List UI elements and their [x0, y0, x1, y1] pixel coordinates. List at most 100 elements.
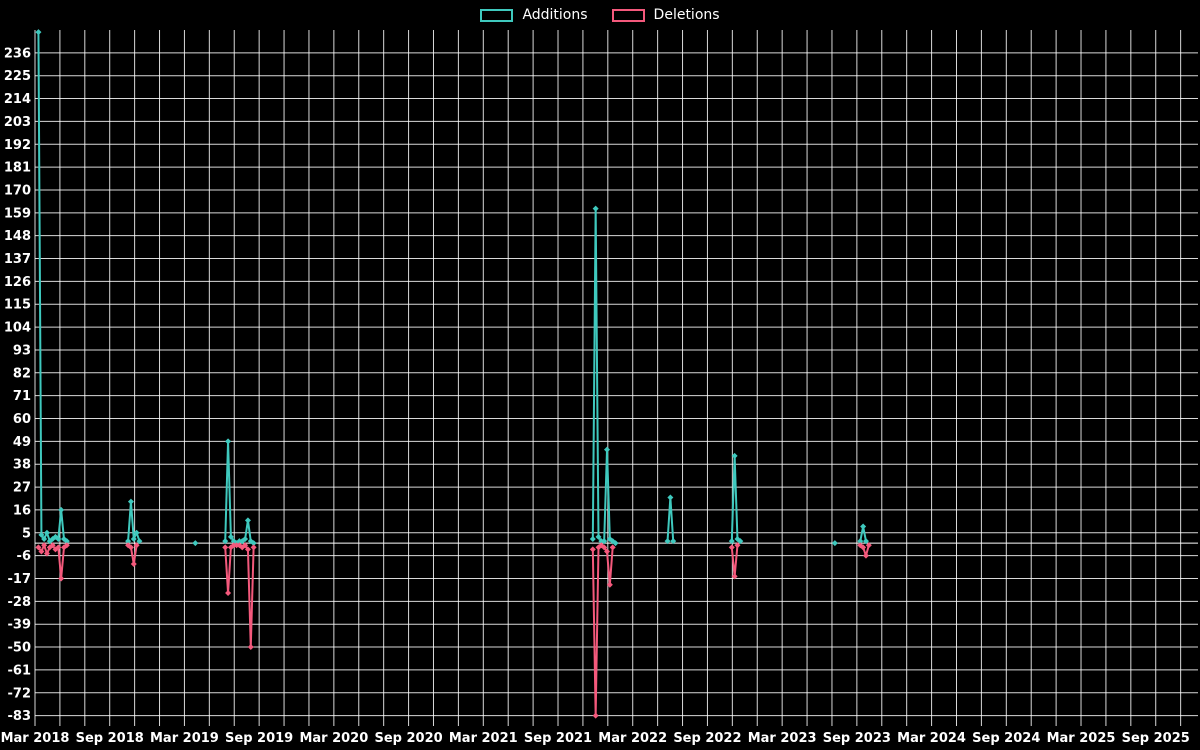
- y-tick-label: -50: [8, 641, 32, 656]
- additions-line: [730, 454, 741, 542]
- additions-marker: [60, 536, 67, 543]
- deletions-marker: [865, 542, 872, 549]
- y-tick-label: 49: [13, 435, 31, 450]
- chart-legend: Additions Deletions: [0, 7, 1200, 23]
- deletions-marker: [244, 546, 251, 553]
- additions-marker: [589, 536, 596, 543]
- additions-marker: [604, 446, 611, 453]
- y-tick-label: 159: [4, 206, 31, 221]
- x-tick-label: Sep 2018: [76, 731, 144, 746]
- additions-marker: [225, 438, 232, 445]
- additions-marker: [664, 538, 671, 545]
- deletions-marker: [55, 544, 62, 551]
- deletions-marker: [250, 544, 257, 551]
- additions-swatch-icon: [480, 8, 514, 22]
- additions-marker: [250, 540, 257, 547]
- y-tick-label: 203: [4, 115, 31, 130]
- x-tick-label: Mar 2022: [598, 731, 667, 746]
- legend-label-deletions: Deletions: [653, 7, 720, 23]
- additions-marker: [857, 538, 864, 545]
- additions-line: [224, 440, 255, 545]
- additions-marker: [601, 538, 608, 545]
- y-tick-label: 137: [4, 252, 31, 267]
- additions-marker: [737, 538, 744, 545]
- y-tick-label: 214: [4, 92, 31, 107]
- additions-marker: [125, 538, 132, 545]
- y-tick-label: 93: [13, 343, 31, 358]
- legend-label-additions: Additions: [522, 7, 588, 23]
- y-tick-label: 5: [22, 526, 31, 541]
- additions-marker: [58, 506, 65, 513]
- deletions-marker: [604, 548, 611, 555]
- y-tick-label: 192: [4, 138, 31, 153]
- y-tick-label: -39: [8, 618, 32, 633]
- deletions-marker: [609, 544, 616, 551]
- y-tick-label: -17: [8, 572, 32, 587]
- y-tick-label: 38: [13, 458, 31, 473]
- deletions-marker: [63, 542, 70, 549]
- y-tick-label: 71: [13, 389, 31, 404]
- x-tick-label: Sep 2022: [673, 731, 741, 746]
- x-tick-label: Mar 2025: [1047, 731, 1116, 746]
- deletions-marker: [130, 560, 137, 567]
- x-tick-label: Sep 2020: [374, 731, 442, 746]
- additions-marker: [244, 517, 251, 524]
- x-tick-label: Sep 2025: [1122, 731, 1190, 746]
- additions-marker: [731, 452, 738, 459]
- deletions-line: [591, 544, 614, 717]
- additions-marker: [38, 531, 45, 538]
- y-tick-label: -83: [8, 709, 32, 724]
- deletions-marker: [728, 544, 735, 551]
- additions-marker: [35, 29, 42, 36]
- additions-marker: [670, 538, 677, 545]
- deletions-marker: [60, 544, 67, 551]
- additions-marker: [55, 536, 62, 543]
- y-tick-label: -61: [8, 663, 32, 678]
- deletions-marker: [731, 573, 738, 580]
- deletions-marker: [41, 542, 48, 549]
- x-tick-label: Sep 2019: [225, 731, 293, 746]
- deletions-marker: [127, 544, 134, 551]
- y-tick-label: -6: [17, 549, 31, 564]
- additions-marker: [43, 529, 50, 536]
- additions-marker: [222, 538, 229, 545]
- y-tick-label: 148: [4, 229, 31, 244]
- deletions-marker: [133, 542, 140, 549]
- y-tick-label: 82: [13, 366, 31, 381]
- x-tick-label: Sep 2024: [972, 731, 1040, 746]
- legend-item-additions[interactable]: Additions: [480, 7, 588, 23]
- y-tick-label: 181: [4, 161, 31, 176]
- y-tick-label: 60: [13, 412, 31, 427]
- y-tick-label: 225: [4, 69, 31, 84]
- x-tick-label: Sep 2021: [524, 731, 592, 746]
- deletions-marker: [601, 544, 608, 551]
- x-tick-label: Mar 2019: [150, 731, 219, 746]
- deletions-marker: [35, 544, 42, 551]
- additions-marker: [667, 494, 674, 501]
- additions-marker: [592, 205, 599, 212]
- legend-item-deletions[interactable]: Deletions: [611, 7, 720, 23]
- deletions-marker: [606, 581, 613, 588]
- additions-marker: [127, 498, 134, 505]
- x-tick-label: Mar 2018: [1, 731, 70, 746]
- additions-marker: [860, 523, 867, 530]
- deletions-marker: [58, 575, 65, 582]
- x-tick-label: Sep 2023: [823, 731, 891, 746]
- additions-marker: [862, 538, 869, 545]
- deletions-swatch-icon: [611, 8, 645, 22]
- deletions-marker: [734, 542, 741, 549]
- deletions-marker: [589, 546, 596, 553]
- additions-marker: [831, 540, 838, 547]
- deletions-marker: [43, 550, 50, 557]
- y-tick-label: 126: [4, 275, 31, 290]
- additions-line: [37, 32, 68, 543]
- additions-marker: [242, 536, 249, 543]
- additions-marker: [63, 538, 70, 545]
- y-tick-label: 104: [4, 321, 31, 336]
- deletions-marker: [247, 644, 254, 651]
- additions-marker: [192, 540, 199, 547]
- y-tick-label: 16: [13, 503, 31, 518]
- additions-marker: [41, 536, 48, 543]
- additions-marker: [133, 529, 140, 536]
